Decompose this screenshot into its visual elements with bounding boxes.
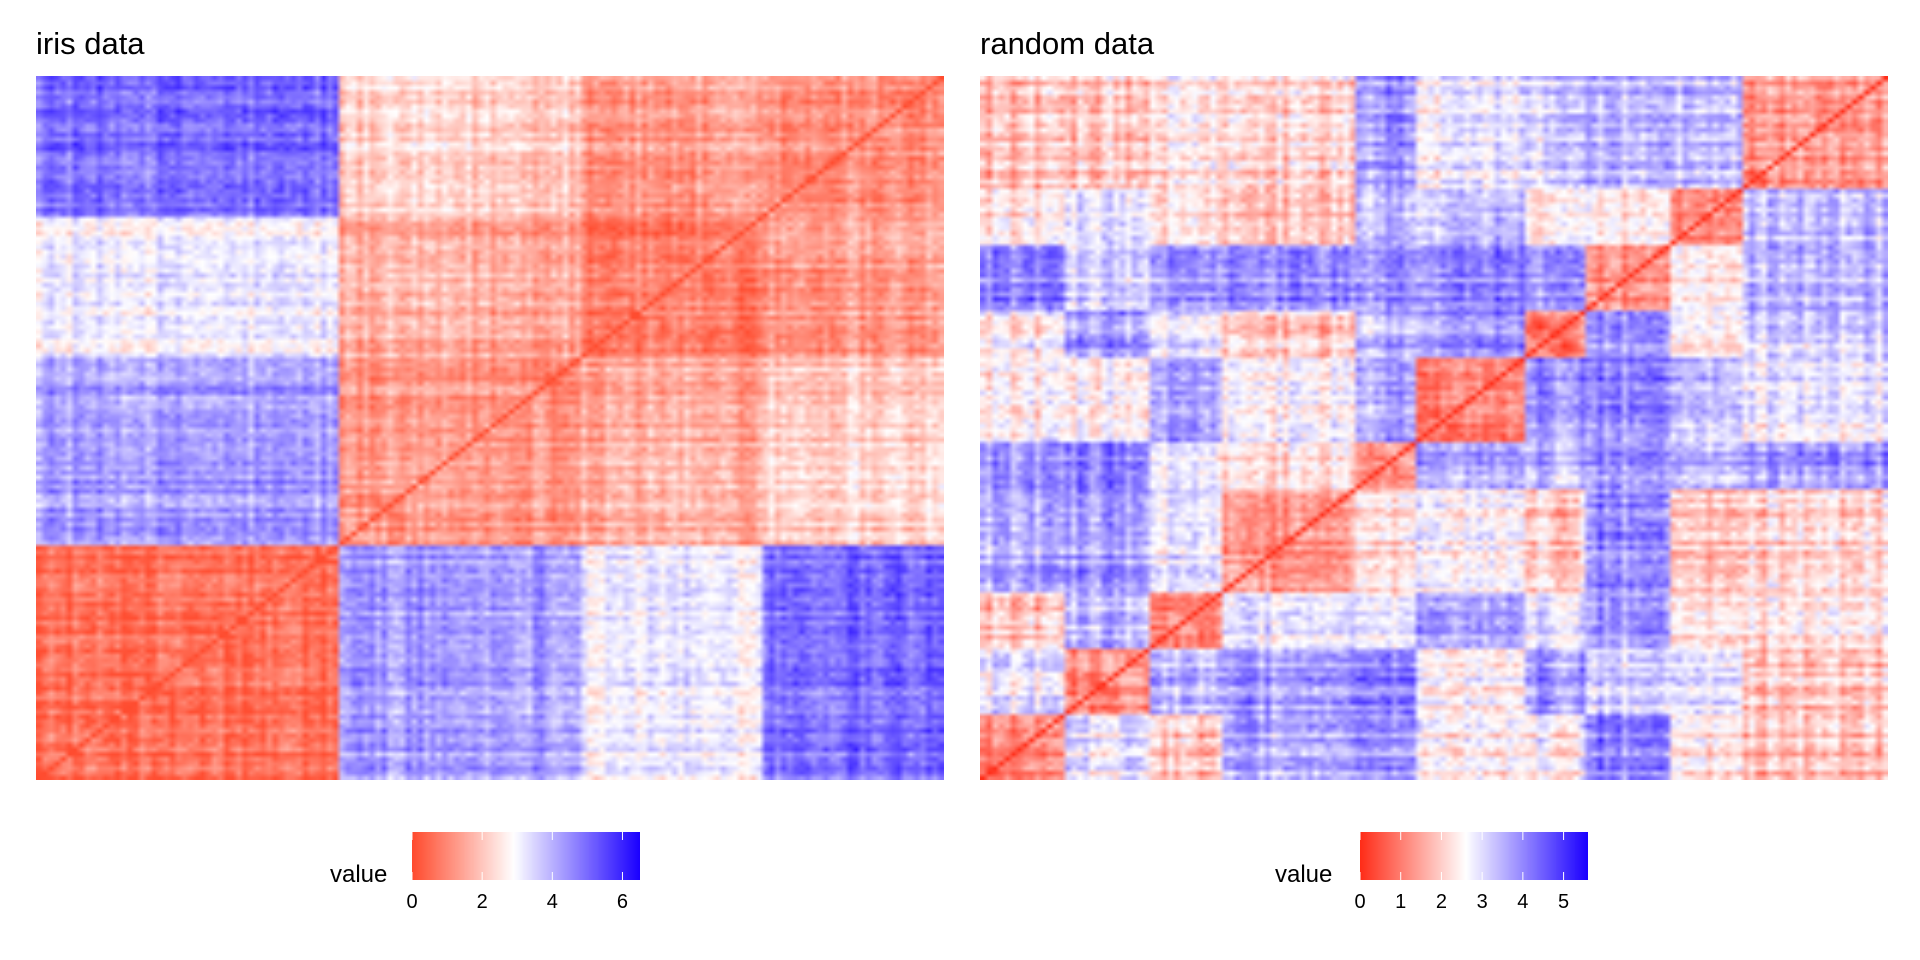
legend-title-right: value — [1275, 861, 1333, 888]
legend-tick-label: 1 — [1395, 891, 1406, 913]
legend-tick-label: 4 — [547, 891, 558, 913]
legend-title-left: value — [330, 861, 388, 888]
legend-tick-label: 3 — [1477, 891, 1488, 913]
legend-tick-label: 0 — [1354, 891, 1365, 913]
heatmap-right — [980, 76, 1888, 780]
legend-ticks-left: 0 2 4 6 — [406, 832, 628, 913]
legend-right: value 0 1 2 3 4 5 — [1275, 832, 1605, 936]
legend-colorbar-left — [412, 832, 640, 880]
chart-title-left: iris data — [36, 26, 145, 61]
legend-tick-label: 5 — [1558, 891, 1569, 913]
legend-tick-label: 0 — [406, 891, 417, 913]
chart-title-right: random data — [980, 26, 1155, 61]
legend-tick-label: 6 — [617, 891, 628, 913]
legend-tick-label: 2 — [1436, 891, 1447, 913]
legend-tick-label: 2 — [477, 891, 488, 913]
legend-ticks-right: 0 1 2 3 4 5 — [1354, 832, 1569, 913]
legend-tick-label: 4 — [1517, 891, 1528, 913]
legend-left: value 0 2 4 6 — [330, 832, 660, 936]
heatmap-left — [36, 76, 944, 780]
legend-colorbar-right — [1360, 832, 1588, 880]
